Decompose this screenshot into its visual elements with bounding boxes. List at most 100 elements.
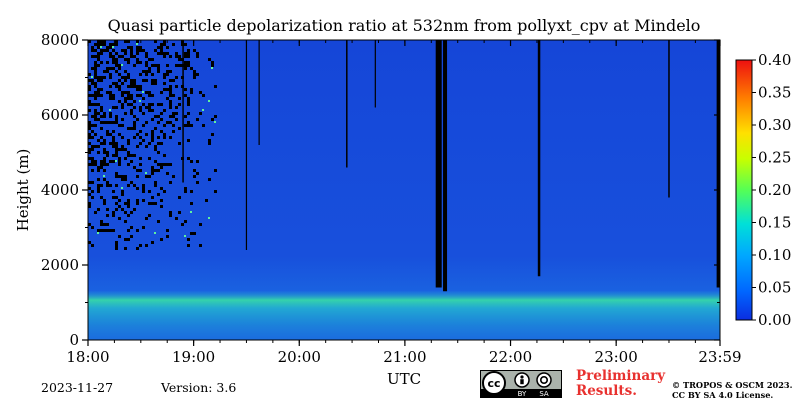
noise-pixel (121, 118, 124, 121)
noise-pixel (91, 190, 94, 193)
noise-pixel (112, 97, 115, 100)
noise-pixel (121, 103, 124, 106)
noise-pixel (115, 172, 118, 175)
noise-pixel (166, 229, 169, 232)
noise-pixel (190, 91, 193, 94)
noise-pixel (88, 148, 91, 151)
noise-pixel (112, 121, 115, 124)
noise-pixel (154, 115, 157, 118)
noise-pixel (184, 67, 187, 70)
noise-pixel (208, 217, 210, 219)
noise-pixel (136, 88, 139, 91)
noise-pixel (187, 61, 190, 64)
noise-pixel (121, 175, 124, 178)
noise-pixel (115, 64, 118, 67)
by-text: BY (518, 390, 527, 398)
noise-pixel (106, 151, 109, 154)
noise-pixel (130, 160, 133, 163)
noise-pixel (130, 103, 133, 106)
noise-pixel (187, 139, 190, 142)
noise-pixel (145, 121, 148, 124)
noise-pixel (100, 196, 103, 199)
noise-pixel (112, 145, 115, 148)
noise-pixel (139, 244, 142, 247)
noise-pixel (154, 148, 157, 151)
noise-pixel (94, 109, 97, 112)
noise-pixel (121, 82, 124, 85)
noise-pixel (103, 199, 106, 202)
noise-pixel (91, 181, 94, 184)
noise-pixel (145, 70, 148, 73)
noise-pixel (94, 124, 97, 127)
no-data-column (443, 40, 448, 292)
noise-pixel (97, 91, 100, 94)
noise-pixel (97, 139, 100, 142)
noise-pixel (127, 202, 130, 205)
noise-pixel (124, 70, 127, 73)
noise-pixel (160, 112, 163, 115)
noise-pixel (106, 70, 109, 73)
noise-pixel (115, 52, 118, 55)
noise-pixel (115, 202, 118, 205)
noise-pixel (130, 211, 133, 214)
noise-pixel (196, 181, 199, 184)
noise-pixel (94, 64, 97, 67)
noise-pixel (172, 94, 175, 97)
no-data-column (245, 40, 248, 250)
noise-pixel (133, 184, 136, 187)
colorbar-tick-label: 0.10 (758, 246, 791, 264)
noise-pixel (103, 163, 106, 166)
noise-pixel (211, 67, 213, 69)
y-axis-label: Height (m) (14, 149, 32, 232)
noise-pixel (136, 229, 139, 232)
heatmap-area (88, 40, 720, 340)
noise-pixel (97, 103, 100, 106)
noise-pixel (214, 115, 217, 118)
noise-pixel (154, 232, 156, 234)
x-tick-label: 20:00 (278, 348, 321, 366)
x-tick-label: 21:00 (383, 348, 426, 366)
noise-pixel (145, 91, 148, 94)
noise-pixel (163, 73, 166, 76)
noise-pixel (160, 103, 163, 106)
noise-pixel (112, 58, 115, 61)
noise-pixel (169, 211, 172, 214)
noise-pixel (136, 52, 139, 55)
noise-pixel (163, 109, 166, 112)
noise-pixel (148, 58, 151, 61)
noise-pixel (100, 160, 103, 163)
noise-pixel (130, 112, 133, 115)
noise-pixel (196, 118, 199, 121)
noise-pixel (88, 187, 91, 190)
noise-pixel (211, 64, 214, 67)
noise-pixel (187, 112, 190, 115)
noise-pixel (184, 115, 187, 118)
noise-pixel (97, 43, 100, 46)
noise-pixel (160, 238, 163, 241)
sa-share-icon (536, 372, 552, 388)
noise-pixel (151, 94, 154, 97)
noise-pixel (142, 97, 145, 100)
noise-pixel (91, 76, 93, 78)
noise-pixel (160, 49, 163, 52)
noise-pixel (94, 163, 97, 166)
noise-pixel (190, 160, 193, 163)
noise-pixel (130, 55, 133, 58)
noise-pixel (88, 121, 91, 124)
noise-pixel (121, 64, 123, 66)
noise-pixel (187, 157, 190, 160)
noise-pixel (106, 208, 109, 211)
noise-pixel (148, 175, 151, 178)
noise-pixel (133, 85, 136, 88)
noise-pixel (115, 142, 118, 145)
noise-pixel (166, 73, 169, 76)
noise-pixel (142, 187, 145, 190)
noise-pixel (151, 79, 154, 82)
noise-pixel (91, 79, 94, 82)
noise-pixel (133, 154, 136, 157)
noise-pixel (154, 127, 157, 130)
noise-pixel (112, 229, 115, 232)
noise-pixel (121, 136, 124, 139)
noise-pixel (160, 187, 163, 190)
noise-pixel (100, 220, 103, 223)
